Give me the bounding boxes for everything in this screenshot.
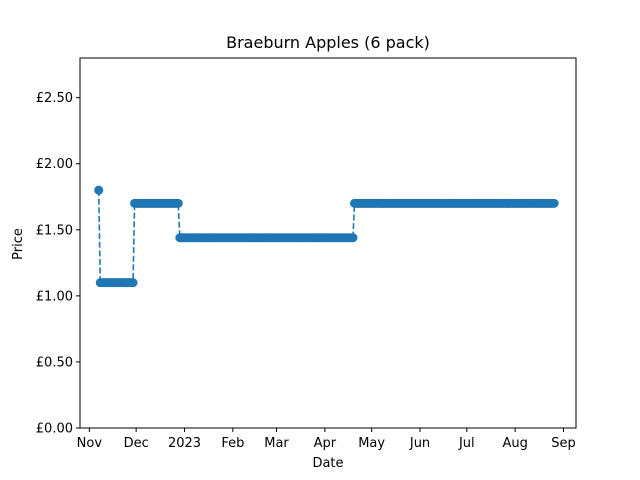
y-tick-label: £1.50 — [36, 223, 73, 238]
y-tick-label: £0.00 — [36, 422, 73, 437]
x-axis-label: Date — [312, 456, 343, 471]
y-tick-label: £2.50 — [36, 91, 73, 106]
data-point — [549, 198, 559, 208]
series-layer — [94, 185, 559, 288]
y-axis-label: Price — [11, 228, 26, 260]
x-tick-label: Apr — [314, 436, 337, 451]
x-tick-label: May — [358, 436, 385, 451]
x-tick-label: Dec — [124, 436, 149, 451]
data-point — [94, 185, 104, 195]
chart-title: Braeburn Apples (6 pack) — [226, 33, 430, 52]
x-tick-label: Jul — [458, 436, 475, 451]
x-tick-label: 2023 — [168, 436, 201, 451]
x-tick-label: Jun — [409, 436, 430, 451]
x-tick-label: Nov — [77, 436, 103, 451]
y-tick-label: £1.00 — [36, 289, 73, 304]
x-tick-label: Aug — [502, 436, 527, 451]
x-tick-label: Feb — [221, 436, 244, 451]
axis-ticks: £0.00 £0.50 £1.00 £1.50 £2.00 £2.50 Nov Dec 2023… — [36, 91, 576, 451]
data-point — [348, 233, 358, 243]
y-tick-label: £2.00 — [36, 157, 73, 172]
data-point — [128, 278, 138, 288]
plot-frame — [79, 57, 577, 429]
y-tick-label: £0.50 — [36, 355, 73, 370]
x-tick-label: Mar — [264, 436, 289, 451]
x-tick-label: Sep — [551, 436, 576, 451]
data-point — [173, 198, 183, 208]
